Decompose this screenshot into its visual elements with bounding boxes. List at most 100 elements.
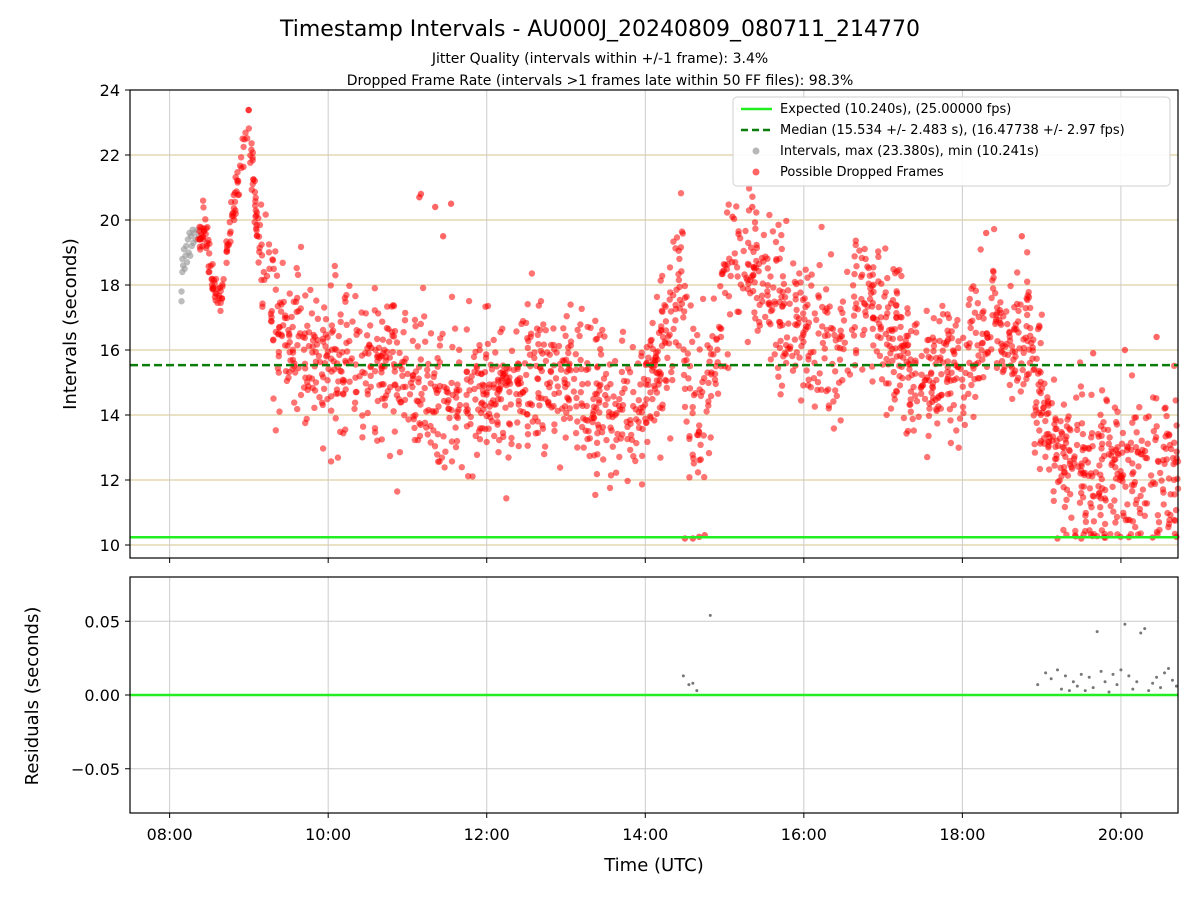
dropped-frame-point (957, 365, 964, 372)
legend-dropped-label: Possible Dropped Frames (780, 165, 944, 180)
dropped-frame-point (625, 365, 632, 372)
dropped-frame-point (680, 371, 688, 379)
dropped-frame-point (579, 402, 586, 409)
dropped-frame-point (303, 415, 310, 423)
dropped-frame-point (630, 388, 637, 396)
dropped-frame-point (893, 387, 900, 395)
dropped-frame-point (449, 343, 456, 351)
dropped-frame-point (1113, 421, 1121, 428)
dropped-frame-point (669, 376, 676, 384)
dropped-frame-point (1155, 458, 1162, 465)
dropped-frame-point (813, 316, 820, 324)
dropped-frame-point (599, 424, 607, 431)
dropped-frame-point (513, 378, 521, 385)
dropped-frame-point (1032, 407, 1040, 414)
dropped-frame-point (203, 242, 210, 249)
residual-point (1049, 677, 1053, 681)
dropped-frame-point (1012, 367, 1019, 374)
dropped-frame-point (647, 389, 654, 396)
dropped-frame-point (468, 373, 475, 380)
dropped-frame-point (234, 179, 241, 186)
dropped-frame-point (325, 365, 332, 373)
dropped-frame-point (944, 368, 951, 376)
dropped-frame-point (662, 376, 669, 384)
dropped-frame-point (1090, 493, 1097, 500)
residual-point (1079, 672, 1083, 676)
dropped-frame-point (248, 146, 255, 153)
dropped-frame-point (472, 432, 479, 439)
dropped-frame-point (1162, 404, 1169, 411)
dropped-frame-point (875, 253, 882, 260)
dropped-frame-point (910, 427, 917, 434)
dropped-frame-point (980, 308, 987, 315)
dropped-frame-point (562, 434, 569, 441)
dropped-frame-point (327, 282, 334, 289)
dropped-frame-point (316, 358, 324, 366)
dropped-frame-point (513, 328, 520, 335)
x-tick-label: 14:00 (622, 825, 668, 844)
dropped-frame-point (1086, 527, 1093, 534)
x-tick-label: 12:00 (464, 825, 510, 844)
dropped-frame-point (583, 366, 590, 373)
dropped-frame-point (662, 327, 670, 334)
dropped-frame-point (766, 211, 773, 219)
dropped-frame-point (1170, 476, 1178, 483)
dropped-frame-point (436, 359, 443, 366)
dropped-frame-point (548, 404, 555, 411)
dropped-frame-point (762, 313, 769, 321)
dropped-frame-point (499, 429, 507, 437)
dropped-frame-point (539, 422, 546, 429)
dropped-frame-point (1065, 446, 1073, 454)
dropped-frame-point (240, 143, 247, 151)
dropped-frame-point (1119, 429, 1127, 437)
dropped-frame-point (670, 325, 677, 333)
dropped-frame-point (1056, 477, 1063, 484)
dropped-frame-point (523, 371, 530, 379)
dropped-frame-point (382, 354, 390, 361)
dropped-frame-point (1007, 282, 1014, 290)
dropped-frame-point (414, 343, 421, 350)
dropped-frame-point (542, 357, 550, 365)
dropped-frame-point (574, 326, 581, 334)
dropped-frame-point (727, 272, 734, 280)
dropped-frame-point (570, 375, 578, 383)
dropped-frame-point (683, 418, 690, 425)
dropped-frame-point (965, 390, 972, 397)
dropped-frame-point (796, 354, 803, 361)
dropped-frame-point (853, 300, 860, 307)
dropped-frame-point (506, 421, 514, 428)
dropped-frame-point (1031, 365, 1038, 373)
dropped-frame-point (470, 353, 478, 361)
dropped-frame-point (899, 374, 906, 382)
dropped-frame-point (988, 346, 995, 353)
dropped-frame-point (1052, 443, 1059, 450)
dropped-frame-point (1071, 453, 1078, 460)
dropped-frame-point (1061, 503, 1069, 511)
dropped-frame-point (800, 329, 807, 336)
dropped-frame-point (412, 368, 420, 375)
dropped-frame-point (275, 353, 282, 360)
dropped-frame-point (289, 323, 296, 331)
dropped-frame-point (630, 453, 637, 460)
dropped-frame-point (996, 306, 1004, 314)
dropped-frame-point (465, 297, 473, 305)
dropped-frame-point (887, 405, 895, 412)
dropped-frame-point (438, 454, 446, 461)
dropped-frame-point (435, 403, 442, 410)
dropped-frame-point (1062, 453, 1069, 460)
dropped-frame-point (524, 301, 531, 308)
dropped-frame-point (463, 391, 470, 399)
dropped-frame-point (1173, 448, 1180, 455)
dropped-frame-point (858, 295, 865, 303)
dropped-frame-point (1132, 523, 1139, 531)
dropped-frame-point (476, 436, 484, 443)
dropped-frame-point (206, 250, 213, 257)
dropped-frame-point (815, 330, 822, 337)
residuals-y-tick-label: 0.00 (84, 686, 120, 705)
dropped-frame-point (854, 306, 862, 313)
dropped-frame-point (1020, 344, 1028, 352)
dropped-frame-point (819, 303, 826, 311)
interval-point (178, 298, 185, 305)
dropped-frame-point (830, 398, 837, 405)
dropped-frame-point (998, 357, 1006, 365)
